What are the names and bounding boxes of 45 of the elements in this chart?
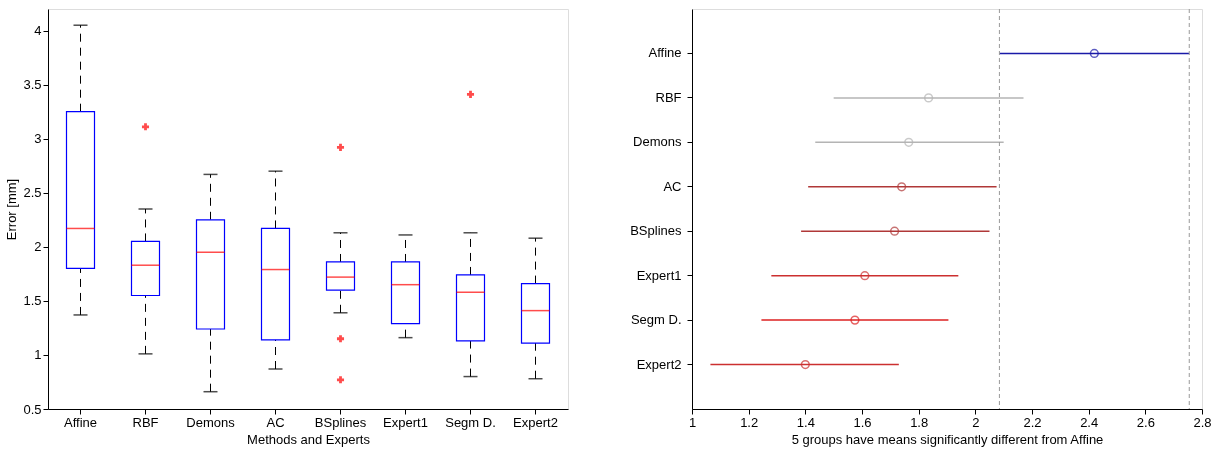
y-tick-label: 0.5: [23, 401, 42, 417]
y-tick-label: 3.5: [23, 77, 42, 93]
x-tick-label: 1.4: [796, 414, 815, 430]
point: [1089, 48, 1099, 59]
x-tick-label: BSplines: [314, 414, 367, 430]
point: [923, 93, 934, 103]
x-tick-label: 2.6: [1136, 414, 1155, 430]
x-tick-label: 1.8: [910, 414, 929, 430]
x-tick-label: 2.2: [1023, 414, 1042, 430]
point: [860, 271, 870, 281]
point: [889, 226, 900, 236]
x-tick-label: 1.2: [740, 414, 759, 430]
y-tick-label: Expert2: [636, 356, 682, 372]
y-tick-label: 1: [34, 347, 42, 363]
y-tick-label: AC: [663, 178, 682, 194]
y-tick-label: 2.5: [23, 185, 42, 201]
point: [800, 359, 810, 370]
y-tick-label: 1.5: [23, 293, 42, 309]
y-tick-label: 2: [34, 239, 42, 255]
x-tick-label: Expert2: [513, 414, 558, 430]
x-tick-label: AC: [266, 414, 285, 430]
y-tick-label: Expert1: [636, 267, 682, 283]
y-tick-label: 3: [34, 131, 42, 147]
x-tick-label: 1: [688, 414, 697, 430]
y-tick-label: BSplines: [630, 223, 682, 239]
point: [904, 137, 914, 147]
point: [850, 315, 860, 325]
x-tick-label: 2: [972, 414, 980, 430]
y-tick-label: 4: [34, 23, 42, 39]
x-tick-label: RBF: [132, 414, 159, 430]
x-tick-label: Demons: [186, 414, 236, 430]
x-tick-label: Expert1: [383, 414, 428, 430]
y-tick-label: Segm D.: [630, 312, 682, 328]
y-axis-title: Error [mm]: [4, 178, 20, 241]
y-tick-label: Affine: [648, 45, 682, 61]
x-axis-title: 5 groups have means significantly different from Affine: [791, 431, 1104, 447]
x-tick-label: 1.6: [853, 414, 872, 430]
x-tick-label: Segm D.: [445, 414, 496, 430]
point: [897, 182, 907, 192]
x-tick-label: 2.4: [1080, 414, 1099, 430]
x-tick-label: 2.8: [1193, 414, 1212, 430]
y-tick-label: Demons: [633, 134, 682, 150]
x-tick-label: Affine: [63, 414, 98, 430]
y-tick-label: RBF: [655, 89, 682, 105]
x-axis-title: Methods and Experts: [247, 431, 371, 447]
